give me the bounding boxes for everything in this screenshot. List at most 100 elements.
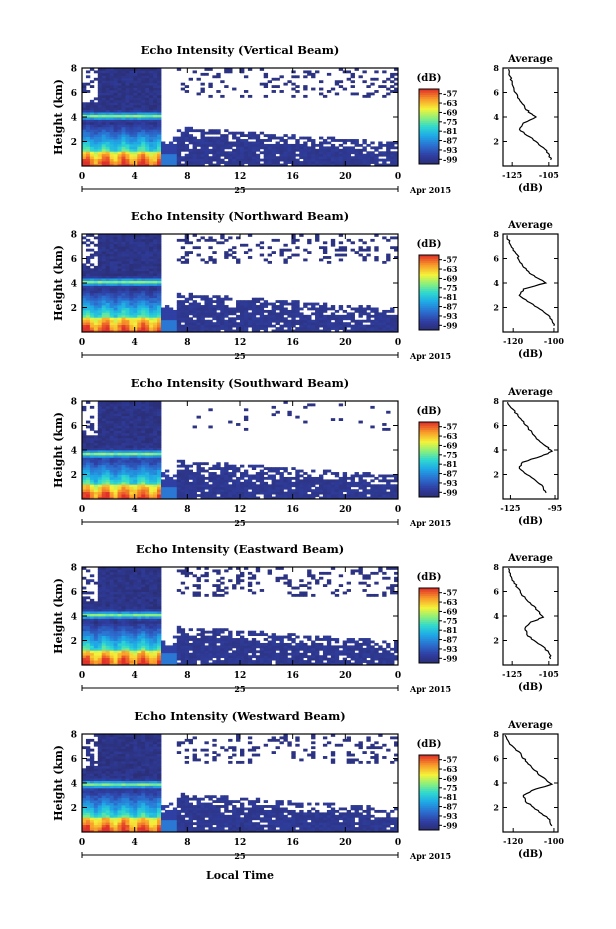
heatmap-cell (129, 134, 134, 137)
heatmap-cell (168, 143, 174, 147)
heatmap-cell (97, 481, 103, 485)
heatmap-cell (216, 146, 221, 150)
heatmap-cell (129, 317, 134, 321)
heatmap-cell (145, 273, 150, 277)
heatmap-cell (200, 151, 205, 155)
heatmap-cell (204, 476, 209, 480)
heatmap-cell (137, 241, 142, 245)
heatmap-cell (279, 309, 284, 313)
heatmap-cell (82, 486, 87, 490)
heatmap-cell (212, 148, 217, 152)
heatmap-cell (105, 435, 111, 439)
average-y-tick-label: 8 (493, 63, 499, 73)
heatmap-cell (319, 319, 324, 323)
heatmap-cell (101, 139, 107, 142)
heatmap-cell (200, 297, 205, 301)
heatmap-cell (192, 305, 197, 308)
heatmap-cell (137, 126, 142, 130)
colorbar-swatch (419, 255, 439, 258)
heatmap-cell (220, 148, 225, 152)
heatmap-cell (386, 151, 391, 155)
heatmap-cell (354, 153, 359, 157)
heatmap-cell (117, 70, 122, 74)
heatmap-cell (354, 491, 359, 495)
heatmap-cell (176, 163, 182, 167)
heatmap-cell (89, 102, 95, 106)
heatmap-cell (161, 484, 166, 488)
heatmap-cell (196, 312, 201, 316)
heatmap-cell (117, 158, 122, 162)
heatmap-cell (157, 405, 162, 409)
heatmap-cell (291, 312, 296, 316)
heatmap-cell (145, 481, 150, 485)
heatmap-cell (283, 248, 288, 252)
heatmap-cell (89, 287, 95, 291)
heatmap-cell (232, 87, 237, 91)
heatmap-cell (82, 327, 87, 330)
heatmap-cell (149, 432, 154, 436)
heatmap-cell (326, 484, 332, 488)
heatmap-cell (117, 457, 122, 461)
heatmap-cell (149, 87, 154, 91)
heatmap-cell (97, 496, 103, 500)
heatmap-cell (200, 295, 205, 299)
heatmap-cell (153, 467, 158, 470)
heatmap-cell (157, 319, 162, 323)
heatmap-cell (362, 472, 367, 475)
heatmap-cell (228, 68, 233, 71)
heatmap-cell (224, 486, 229, 490)
heatmap-cell (326, 317, 332, 321)
heatmap-cell (141, 317, 146, 321)
heatmap-cell (117, 90, 122, 93)
heatmap-cell (97, 401, 103, 404)
heatmap-cell (382, 474, 387, 478)
heatmap-cell (101, 420, 107, 424)
heatmap-cell (125, 300, 130, 303)
heatmap-cell (137, 454, 142, 458)
heatmap-cell (82, 642, 87, 646)
heatmap-cell (176, 295, 182, 299)
colorbar-swatch (419, 160, 439, 163)
heatmap-cell (93, 469, 99, 473)
heatmap-cell (192, 307, 197, 311)
heatmap-cell (157, 143, 162, 147)
heatmap-cell (129, 246, 134, 250)
heatmap-cell (184, 126, 190, 130)
heatmap-cell (370, 474, 375, 478)
heatmap-cell (208, 425, 213, 429)
heatmap-cell (243, 469, 249, 473)
heatmap-cell (141, 440, 146, 444)
heatmap-cell (338, 163, 344, 167)
heatmap-cell (279, 474, 284, 478)
heatmap-cell (220, 139, 225, 142)
heatmap-cell (247, 486, 253, 490)
heatmap-cell (196, 324, 201, 328)
heatmap-cell (157, 452, 162, 456)
heatmap-cell (255, 319, 261, 323)
heatmap-cell (176, 309, 182, 313)
heatmap-cell (307, 148, 312, 152)
heatmap-cell (263, 489, 269, 493)
heatmap-cell (157, 450, 162, 453)
heatmap-cell (208, 474, 213, 478)
heatmap-cell (129, 163, 134, 167)
heatmap-cell (137, 273, 142, 277)
heatmap-cell (82, 457, 87, 461)
heatmap-cell (176, 143, 182, 147)
heatmap-cell (141, 307, 146, 311)
heatmap-cell (129, 481, 134, 485)
heatmap-cell (97, 442, 103, 446)
heatmap-cell (275, 469, 280, 473)
heatmap-cell (93, 251, 99, 254)
heatmap-cell (129, 459, 134, 463)
heatmap-cell (192, 476, 197, 480)
heatmap-cell (137, 496, 142, 500)
heatmap-cell (149, 273, 154, 277)
heatmap-cell (259, 319, 265, 323)
heatmap-cell (121, 467, 126, 470)
heatmap-cell (212, 251, 217, 254)
heatmap-cell (129, 410, 134, 414)
heatmap-cell (216, 300, 221, 303)
heatmap-cell (394, 476, 399, 480)
heatmap-cell (85, 459, 91, 463)
